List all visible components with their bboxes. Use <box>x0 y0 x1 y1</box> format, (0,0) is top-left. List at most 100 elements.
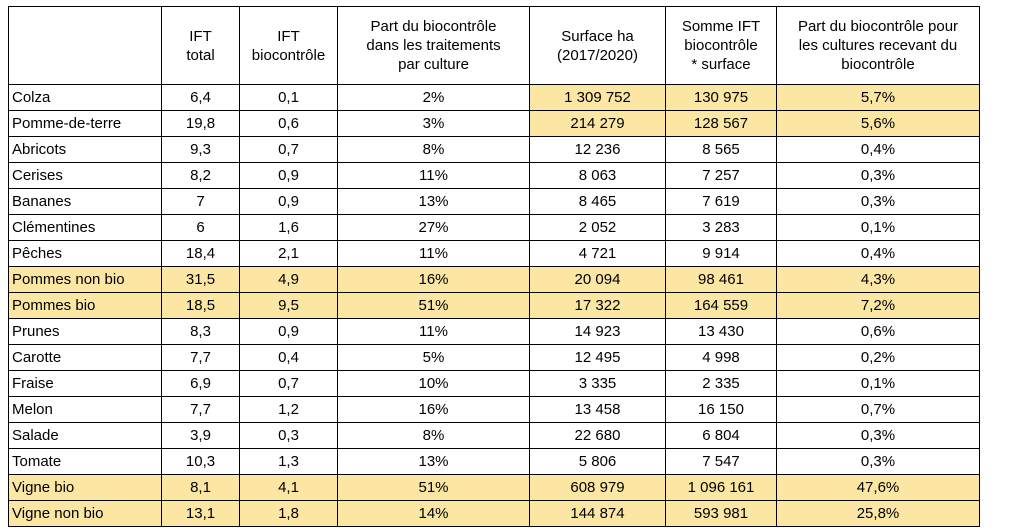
part-cultures-cell: 0,1% <box>776 214 980 241</box>
crop-name-cell: Salade <box>8 422 162 449</box>
part-cultures-cell: 0,7% <box>776 396 980 423</box>
part-traitements-cell: 3% <box>337 110 530 137</box>
somme-ift-cell: 128 567 <box>665 110 777 137</box>
crop-name-cell: Bananes <box>8 188 162 215</box>
part-traitements-cell: 10% <box>337 370 530 397</box>
table-row: Salade 3,9 0,3 8% 22 680 6 804 0,3% <box>8 422 980 449</box>
part-traitements-cell: 11% <box>337 240 530 267</box>
table-row: Pommes non bio 31,5 4,9 16% 20 094 98 461 4,3% <box>8 266 980 293</box>
ift-biocontrole-cell: 0,6 <box>239 110 338 137</box>
part-traitements-cell: 16% <box>337 266 530 293</box>
header-part-cultures: Part du biocontrôle pour les cultures rec… <box>776 6 980 85</box>
somme-ift-cell: 7 619 <box>665 188 777 215</box>
ift-total-cell: 8,2 <box>161 162 240 189</box>
part-traitements-cell: 5% <box>337 344 530 371</box>
ift-biocontrole-cell: 1,2 <box>239 396 338 423</box>
ift-total-cell: 6,4 <box>161 84 240 111</box>
table-row: Fraise 6,9 0,7 10% 3 335 2 335 0,1% <box>8 370 980 397</box>
table-row: Prunes 8,3 0,9 11% 14 923 13 430 0,6% <box>8 318 980 345</box>
crop-name-cell: Melon <box>8 396 162 423</box>
biocontrol-table: IFT total IFT biocontrôle Part du biocontr… <box>8 6 980 527</box>
somme-ift-cell: 7 257 <box>665 162 777 189</box>
part-cultures-cell: 0,3% <box>776 448 980 475</box>
table-row: Bananes 7 0,9 13% 8 465 7 619 0,3% <box>8 188 980 215</box>
surface-cell: 12 236 <box>529 136 666 163</box>
header-ift-total: IFT total <box>161 6 240 85</box>
somme-ift-cell: 1 096 161 <box>665 474 777 501</box>
table-row: Pomme-de-terre 19,8 0,6 3% 214 279 128 567 5,6… <box>8 110 980 137</box>
crop-name-cell: Vigne bio <box>8 474 162 501</box>
ift-biocontrole-cell: 4,1 <box>239 474 338 501</box>
ift-total-cell: 13,1 <box>161 500 240 527</box>
surface-cell: 144 874 <box>529 500 666 527</box>
ift-biocontrole-cell: 0,7 <box>239 136 338 163</box>
table-row: Pêches 18,4 2,1 11% 4 721 9 914 0,4% <box>8 240 980 267</box>
part-cultures-cell: 47,6% <box>776 474 980 501</box>
surface-cell: 12 495 <box>529 344 666 371</box>
ift-biocontrole-cell: 4,9 <box>239 266 338 293</box>
table-row: Colza 6,4 0,1 2% 1 309 752 130 975 5,7% <box>8 84 980 111</box>
part-cultures-cell: 4,3% <box>776 266 980 293</box>
surface-cell: 8 465 <box>529 188 666 215</box>
somme-ift-cell: 130 975 <box>665 84 777 111</box>
header-empty <box>8 6 162 85</box>
ift-biocontrole-cell: 0,9 <box>239 162 338 189</box>
ift-biocontrole-cell: 0,9 <box>239 188 338 215</box>
part-cultures-cell: 0,4% <box>776 240 980 267</box>
part-traitements-cell: 11% <box>337 162 530 189</box>
header-somme-ift: Somme IFT biocontrôle * surface <box>665 6 777 85</box>
somme-ift-cell: 16 150 <box>665 396 777 423</box>
somme-ift-cell: 6 804 <box>665 422 777 449</box>
somme-ift-cell: 3 283 <box>665 214 777 241</box>
table-row: Carotte 7,7 0,4 5% 12 495 4 998 0,2% <box>8 344 980 371</box>
ift-total-cell: 6,9 <box>161 370 240 397</box>
somme-ift-cell: 2 335 <box>665 370 777 397</box>
crop-name-cell: Pommes non bio <box>8 266 162 293</box>
surface-cell: 5 806 <box>529 448 666 475</box>
ift-biocontrole-cell: 1,3 <box>239 448 338 475</box>
ift-total-cell: 8,3 <box>161 318 240 345</box>
part-traitements-cell: 8% <box>337 136 530 163</box>
header-surface: Surface ha (2017/2020) <box>529 6 666 85</box>
part-cultures-cell: 0,2% <box>776 344 980 371</box>
somme-ift-cell: 7 547 <box>665 448 777 475</box>
crop-name-cell: Colza <box>8 84 162 111</box>
crop-name-cell: Cerises <box>8 162 162 189</box>
part-traitements-cell: 16% <box>337 396 530 423</box>
part-traitements-cell: 13% <box>337 448 530 475</box>
header-part-traitements: Part du biocontrôle dans les traitements p… <box>337 6 530 85</box>
part-traitements-cell: 51% <box>337 474 530 501</box>
somme-ift-cell: 8 565 <box>665 136 777 163</box>
ift-total-cell: 19,8 <box>161 110 240 137</box>
part-cultures-cell: 0,3% <box>776 422 980 449</box>
surface-cell: 17 322 <box>529 292 666 319</box>
table-row: Vigne non bio 13,1 1,8 14% 144 874 593 981 25,… <box>8 500 980 527</box>
ift-total-cell: 7,7 <box>161 396 240 423</box>
part-traitements-cell: 13% <box>337 188 530 215</box>
surface-cell: 20 094 <box>529 266 666 293</box>
crop-name-cell: Pêches <box>8 240 162 267</box>
surface-cell: 8 063 <box>529 162 666 189</box>
somme-ift-cell: 164 559 <box>665 292 777 319</box>
part-traitements-cell: 8% <box>337 422 530 449</box>
table-row: Melon 7,7 1,2 16% 13 458 16 150 0,7% <box>8 396 980 423</box>
table-row: Cerises 8,2 0,9 11% 8 063 7 257 0,3% <box>8 162 980 189</box>
somme-ift-cell: 13 430 <box>665 318 777 345</box>
ift-biocontrole-cell: 0,4 <box>239 344 338 371</box>
ift-biocontrole-cell: 0,7 <box>239 370 338 397</box>
part-traitements-cell: 14% <box>337 500 530 527</box>
table-row: Clémentines 6 1,6 27% 2 052 3 283 0,1% <box>8 214 980 241</box>
crop-name-cell: Carotte <box>8 344 162 371</box>
part-cultures-cell: 0,6% <box>776 318 980 345</box>
part-traitements-cell: 2% <box>337 84 530 111</box>
crop-name-cell: Vigne non bio <box>8 500 162 527</box>
table-row: Abricots 9,3 0,7 8% 12 236 8 565 0,4% <box>8 136 980 163</box>
surface-cell: 13 458 <box>529 396 666 423</box>
part-cultures-cell: 5,6% <box>776 110 980 137</box>
table-body: Colza 6,4 0,1 2% 1 309 752 130 975 5,7% Pomme-d… <box>8 84 980 527</box>
ift-total-cell: 7,7 <box>161 344 240 371</box>
ift-total-cell: 10,3 <box>161 448 240 475</box>
somme-ift-cell: 9 914 <box>665 240 777 267</box>
ift-total-cell: 7 <box>161 188 240 215</box>
ift-total-cell: 31,5 <box>161 266 240 293</box>
